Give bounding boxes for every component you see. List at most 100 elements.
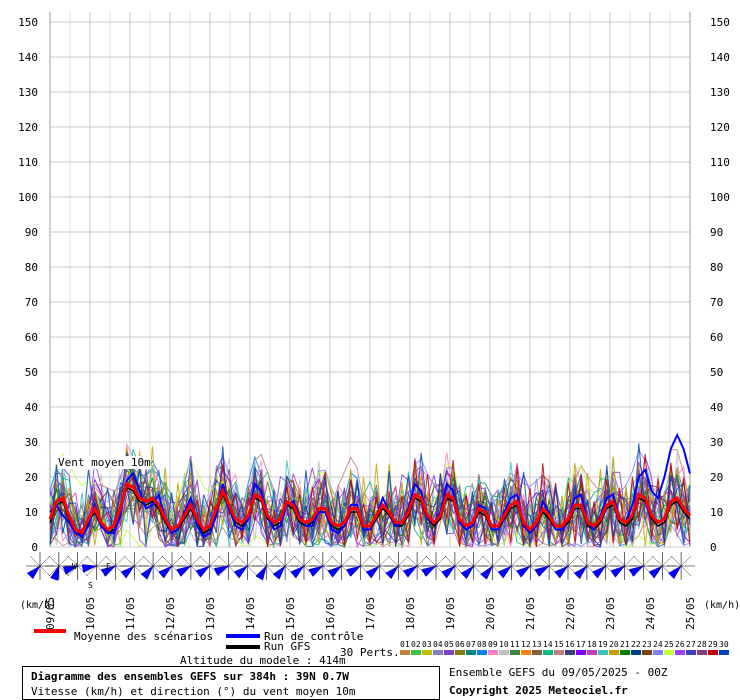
x-date-label: 24/05	[644, 597, 657, 630]
perturbation-swatch	[565, 650, 575, 655]
x-date-label: 17/05	[364, 597, 377, 630]
legend-swatch-control	[226, 634, 260, 638]
y-tick-label-right: 140	[710, 51, 730, 64]
wind-rose	[44, 552, 73, 581]
wind-direction-arrow	[255, 565, 267, 581]
wind-direction-row	[26, 552, 696, 581]
info-subtitle: Vitesse (km/h) et direction (°) du vent …	[31, 685, 356, 698]
perturbation-number: 02	[411, 640, 421, 649]
y-tick-label-right: 100	[710, 191, 730, 204]
wind-direction-arrow	[628, 565, 645, 577]
perturbation-line	[49, 452, 691, 548]
unit-left: (km/h)	[20, 600, 57, 611]
x-date-label: 21/05	[524, 597, 537, 630]
legend-swatches	[34, 629, 260, 649]
perturbation-number: 25	[664, 640, 674, 649]
wind-direction-arrow	[610, 565, 626, 578]
legend-control: Run de contrôle	[264, 630, 364, 643]
unit-right: (km/h)	[704, 600, 740, 611]
y-tick-label-right: 60	[710, 331, 723, 344]
wind-direction-arrow	[213, 565, 230, 576]
series-line	[49, 432, 691, 538]
y-tick-label-left: 90	[25, 226, 38, 239]
wind-rose	[497, 552, 526, 580]
wind-direction-arrow	[441, 565, 456, 579]
copyright: Copyright 2025 Meteociel.fr	[449, 684, 628, 697]
wind-rose	[628, 552, 658, 580]
x-date-label: 16/05	[324, 597, 337, 630]
perturbation-swatch	[631, 650, 641, 655]
perturbation-number: 08	[477, 640, 487, 649]
x-date-label: 09/05	[44, 597, 57, 630]
perturbation-number: 28	[697, 640, 707, 649]
perturbation-number: 17	[576, 640, 586, 649]
wind-rose	[534, 552, 564, 580]
y-tick-label-left: 110	[18, 156, 38, 169]
y-tick-label-right: 120	[710, 121, 730, 134]
y-tick-label-right: 110	[710, 156, 730, 169]
wind-direction-arrow	[497, 565, 513, 579]
perturbation-number: 30	[719, 640, 729, 649]
y-tick-label-left: 10	[25, 506, 38, 519]
wind-rose	[81, 552, 111, 580]
wind-direction-arrow	[573, 565, 588, 580]
wind-direction-arrow	[140, 565, 154, 580]
perturbation-swatch	[488, 650, 498, 655]
legend-swatch-gfs	[226, 645, 260, 649]
y-tick-label-left: 50	[25, 366, 38, 379]
y-tick-label-right: 20	[710, 471, 723, 484]
perturbation-swatch	[587, 650, 597, 655]
wind-rose	[271, 552, 300, 580]
wind-direction-arrow	[62, 565, 79, 575]
x-axis-dates: 09/05 10/05 11/05 12/05 13/05 14/05 15/05 16/05…	[44, 597, 697, 630]
perturbation-swatch	[444, 650, 454, 655]
perturbation-number: 06	[455, 640, 465, 649]
perturbation-swatch	[411, 650, 421, 655]
compass-w: W	[72, 562, 77, 571]
perturbation-swatch	[532, 650, 542, 655]
x-date-label: 10/05	[84, 597, 97, 630]
y-tick-label-right: 80	[710, 261, 723, 274]
perturbation-number: 24	[653, 640, 663, 649]
perturbation-number: 04	[433, 640, 443, 649]
perturbation-line	[49, 452, 691, 549]
y-tick-label-right: 90	[710, 226, 723, 239]
y-tick-label-right: 30	[710, 436, 723, 449]
perturbation-number: 29	[708, 640, 718, 649]
x-date-label: 15/05	[284, 597, 297, 630]
perturbation-number: 19	[598, 640, 608, 649]
y-tick-label-right: 0	[710, 541, 717, 554]
perturbation-number: 18	[587, 640, 597, 649]
perturbation-swatch	[642, 650, 652, 655]
x-date-label: 18/05	[404, 597, 417, 630]
y-tick-label-left: 30	[25, 436, 38, 449]
wind-direction-arrow	[421, 565, 437, 577]
y-axis-left: 0 10 20 30 40 50 60 70 80 90 100 110 120 130 140 150	[18, 16, 38, 554]
perturbation-swatch	[719, 650, 729, 655]
legend-swatch-mean	[34, 629, 66, 633]
perturbation-swatch	[466, 650, 476, 655]
perturbation-swatch	[510, 650, 520, 655]
wind-rose	[459, 552, 488, 580]
perturbation-swatch	[664, 650, 674, 655]
series-line	[48, 481, 692, 536]
perturbation-swatch	[653, 650, 663, 655]
x-date-label: 25/05	[684, 597, 697, 630]
perturbation-number: 10	[499, 640, 509, 649]
run-info: Ensemble GEFS du 09/05/2025 - 00Z	[449, 666, 668, 679]
perturbation-swatch	[477, 650, 487, 655]
perturbation-number: 05	[444, 640, 454, 649]
perturbation-number: 26	[675, 640, 685, 649]
perturbation-swatch	[697, 650, 707, 655]
perturbation-line	[49, 443, 691, 548]
main-series	[48, 432, 692, 538]
y-tick-label-left: 40	[25, 401, 38, 414]
wind-direction-arrow	[158, 565, 173, 579]
wind-direction-arrow	[534, 565, 550, 577]
y-axis-right: 0 10 20 30 40 50 60 70 80 90 100 110 120 130 140 150	[710, 16, 730, 554]
perturbation-number: 21	[620, 640, 630, 649]
wind-direction-arrow	[648, 565, 663, 579]
y-tick-label-right: 150	[710, 16, 730, 29]
annotation-label: Vent moyen 10m	[58, 456, 151, 469]
wind-rose	[667, 552, 696, 580]
